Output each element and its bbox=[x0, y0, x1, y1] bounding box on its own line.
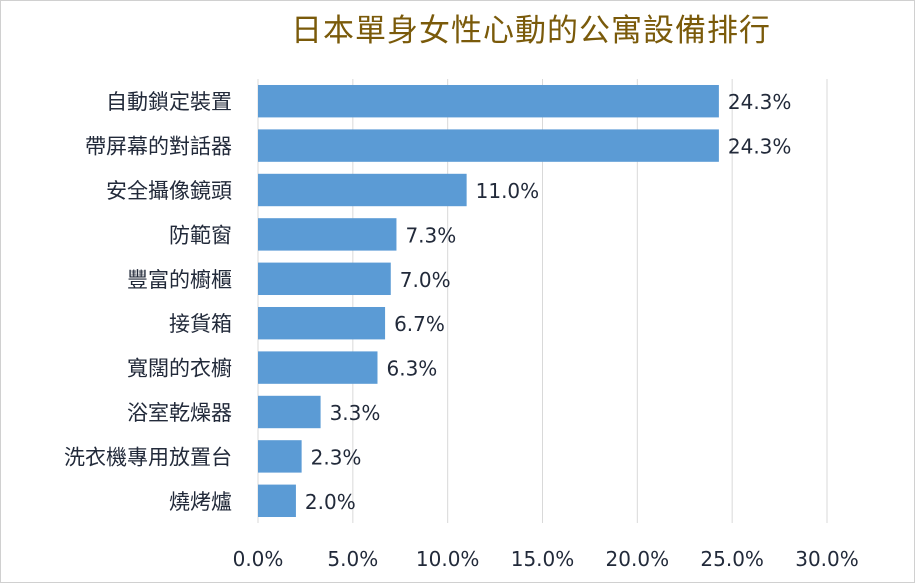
value-label: 24.3% bbox=[728, 135, 792, 159]
x-tick-label: 5.0% bbox=[327, 547, 378, 571]
value-label: 6.7% bbox=[394, 312, 445, 336]
value-labels: 24.3% 24.3% 11.0% 7.3% 7.0% 6.7% 6.3%3.3% 2.3% 2… bbox=[305, 90, 792, 514]
category-label: 豐富的櫥櫃 bbox=[127, 268, 232, 292]
category-label: 自動鎖定裝置 bbox=[106, 90, 232, 114]
category-label: 洗衣機專用放置台 bbox=[64, 445, 232, 469]
bar bbox=[258, 173, 467, 207]
bar bbox=[258, 218, 397, 251]
category-label: 安全攝像鏡頭 bbox=[106, 179, 232, 203]
chart-title: 日本單身女性心動的公寓設備排行 bbox=[291, 13, 771, 49]
category-label: 帶屏幕的對話器 bbox=[85, 135, 232, 159]
bars bbox=[258, 84, 719, 518]
bar bbox=[258, 262, 391, 296]
x-tick-label: 15.0% bbox=[511, 547, 575, 571]
value-label: 6.3% bbox=[386, 357, 437, 381]
bar bbox=[258, 440, 302, 473]
x-tick-label: 0.0% bbox=[233, 547, 284, 571]
category-label: 寬闊的衣櫥 bbox=[127, 357, 232, 381]
bar bbox=[258, 484, 296, 518]
x-tick-label: 20.0% bbox=[606, 547, 670, 571]
category-label: 浴室乾燥器 bbox=[127, 401, 232, 425]
x-tick-label: 10.0% bbox=[416, 547, 480, 571]
value-label: 7.0% bbox=[400, 268, 451, 292]
value-label: 7.3% bbox=[405, 223, 456, 247]
bar bbox=[258, 84, 719, 118]
category-label: 防範窗 bbox=[169, 223, 232, 247]
bar bbox=[258, 395, 321, 429]
category-labels: 自動鎖定裝置帶屏幕的對話器安全攝像鏡頭防範窗豐富的櫥櫃接貨箱寬闊的衣櫥浴室乾燥器… bbox=[64, 90, 232, 514]
value-label: 2.0% bbox=[305, 490, 356, 514]
bar bbox=[258, 129, 719, 162]
value-label: 24.3% bbox=[728, 90, 792, 114]
bar bbox=[258, 351, 378, 384]
value-label: 2.3% bbox=[311, 445, 362, 469]
x-axis-tick-labels: 0.0% 5.0% 10.0% 15.0% 20.0% 25.0% 30.0% bbox=[233, 547, 859, 571]
bar bbox=[258, 306, 386, 340]
x-tick-label: 25.0% bbox=[700, 547, 764, 571]
category-label: 接貨箱 bbox=[169, 312, 232, 336]
value-label: 11.0% bbox=[476, 179, 540, 203]
category-label: 燒烤爐 bbox=[169, 490, 232, 514]
value-label: 3.3% bbox=[330, 401, 381, 425]
x-tick-label: 30.0% bbox=[795, 547, 859, 571]
